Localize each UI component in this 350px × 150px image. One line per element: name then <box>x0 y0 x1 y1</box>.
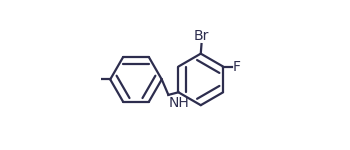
Text: NH: NH <box>169 96 190 110</box>
Text: Br: Br <box>194 29 209 43</box>
Text: F: F <box>233 60 241 74</box>
